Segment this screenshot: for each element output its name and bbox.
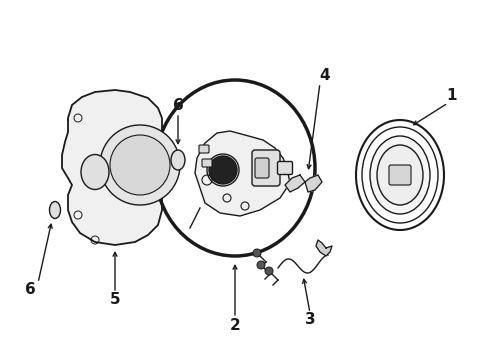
- Circle shape: [253, 249, 261, 257]
- Polygon shape: [62, 90, 168, 245]
- Ellipse shape: [370, 136, 430, 214]
- Polygon shape: [285, 175, 305, 192]
- Ellipse shape: [362, 127, 438, 223]
- Text: 5: 5: [110, 292, 121, 307]
- Circle shape: [100, 125, 180, 205]
- Ellipse shape: [377, 145, 423, 205]
- Circle shape: [209, 156, 237, 184]
- FancyBboxPatch shape: [277, 162, 293, 175]
- Text: 6: 6: [24, 283, 35, 297]
- Polygon shape: [316, 240, 332, 256]
- Text: 6: 6: [172, 98, 183, 113]
- FancyBboxPatch shape: [255, 158, 269, 178]
- Circle shape: [265, 267, 273, 275]
- Ellipse shape: [356, 120, 444, 230]
- Circle shape: [257, 261, 265, 269]
- Text: 2: 2: [230, 318, 241, 333]
- Ellipse shape: [49, 202, 60, 219]
- Text: 4: 4: [319, 68, 330, 82]
- FancyBboxPatch shape: [252, 150, 280, 186]
- FancyBboxPatch shape: [202, 159, 212, 167]
- FancyBboxPatch shape: [389, 165, 411, 185]
- Ellipse shape: [81, 154, 109, 189]
- Text: 3: 3: [305, 312, 315, 328]
- Circle shape: [110, 135, 170, 195]
- Polygon shape: [305, 175, 322, 192]
- Polygon shape: [195, 131, 290, 216]
- Ellipse shape: [155, 80, 315, 256]
- FancyBboxPatch shape: [199, 145, 209, 153]
- Text: 1: 1: [447, 87, 457, 103]
- Ellipse shape: [171, 150, 185, 170]
